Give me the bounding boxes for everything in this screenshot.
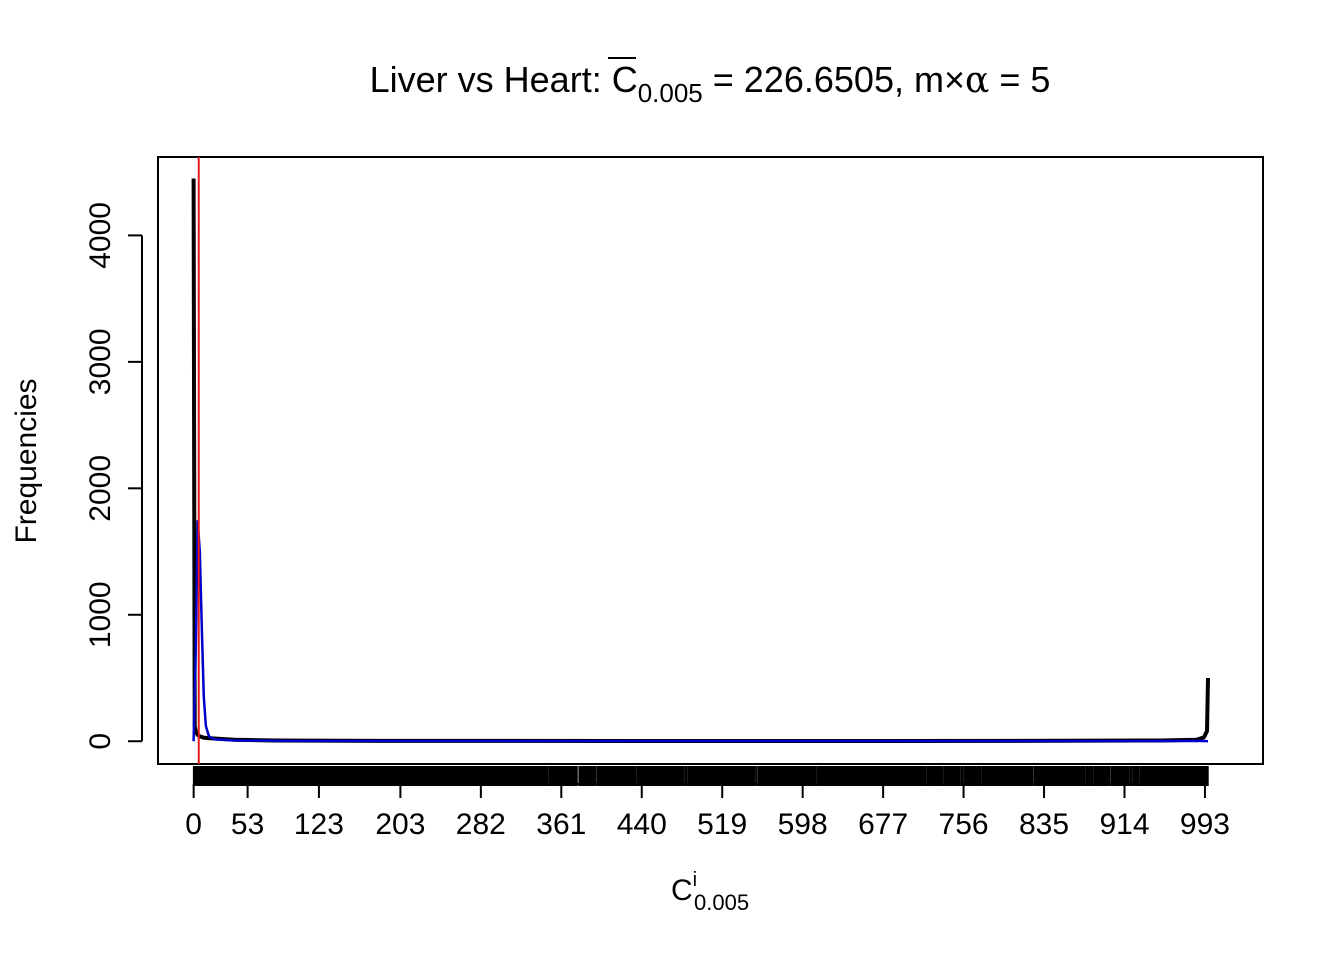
- y-tick-label: 0: [84, 733, 117, 750]
- rug-marks: [192, 766, 1209, 786]
- y-tick-label: 4000: [84, 202, 117, 269]
- x-tick-label: 993: [1180, 808, 1230, 841]
- x-label-superscript: i: [693, 869, 697, 891]
- x-tick-label: 53: [231, 808, 264, 841]
- y-axis: 0 1000 2000 3000 4000: [84, 202, 143, 750]
- title-cbar-subscript: 0.005: [638, 78, 703, 108]
- y-tick-label: 3000: [84, 328, 117, 395]
- plot-frame: [157, 156, 1264, 765]
- rug-ticks: [192, 766, 1209, 786]
- title-m-symbol: m: [914, 59, 944, 100]
- x-tick-label: 282: [456, 808, 506, 841]
- title-prefix: Liver vs Heart:: [370, 59, 612, 100]
- x-tick-label: 123: [294, 808, 344, 841]
- x-label-subscript: 0.005: [694, 890, 749, 915]
- x-tick-label: 677: [858, 808, 908, 841]
- x-label-symbol: C: [671, 874, 693, 907]
- chart-title: Liver vs Heart: C0.005 = 226.6505, m×α =…: [370, 59, 1051, 108]
- x-tick-label: 361: [536, 808, 586, 841]
- x-axis: 0 53 123 203 282 361 440 519 598 677 756 835 914 993: [185, 783, 1230, 841]
- chart-marks: [191, 157, 1210, 764]
- x-tick-label: 598: [778, 808, 828, 841]
- title-cbar-value: = 226.6505,: [703, 59, 914, 100]
- y-tick-label: 1000: [84, 581, 117, 648]
- x-tick-label: 914: [1099, 808, 1149, 841]
- x-tick-label: 519: [697, 808, 747, 841]
- title-cbar-symbol: C: [612, 59, 638, 100]
- x-tick-label: 440: [617, 808, 667, 841]
- x-tick-label: 203: [375, 808, 425, 841]
- y-axis-label: Frequencies: [10, 378, 43, 543]
- histogram-line: [191, 178, 1210, 743]
- x-tick-label: 835: [1019, 808, 1069, 841]
- x-tick-label: 756: [939, 808, 989, 841]
- x-tick-label: 0: [185, 808, 202, 841]
- y-tick-label: 2000: [84, 455, 117, 522]
- density-line: [192, 519, 1209, 743]
- x-axis-label: Ci 0.005: [671, 869, 749, 915]
- title-m-alpha-value: = 5: [989, 59, 1050, 100]
- title-times: ×: [944, 59, 965, 100]
- title-alpha: α: [965, 60, 989, 101]
